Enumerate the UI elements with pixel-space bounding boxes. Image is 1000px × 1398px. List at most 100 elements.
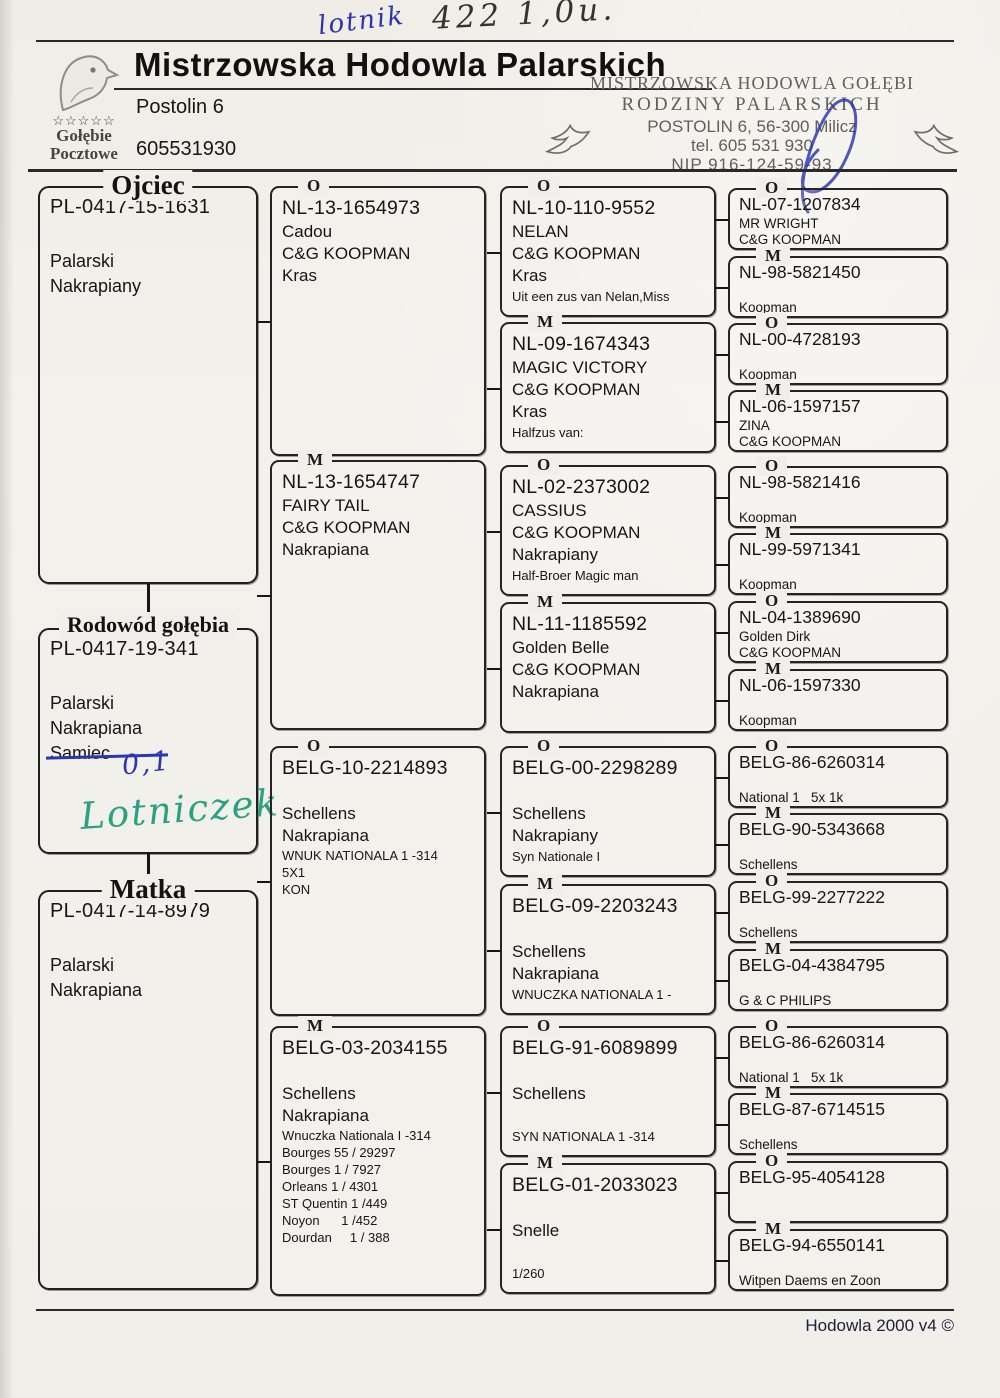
struck-word: Samiec xyxy=(50,741,110,766)
box-line: Schellens xyxy=(512,804,586,823)
box-line xyxy=(739,351,937,367)
ring-number: BELG-94-6550141 xyxy=(739,1235,885,1255)
sex-label: O xyxy=(298,736,330,756)
ring-number: NL-98-5821416 xyxy=(739,472,861,492)
subject-label: Rodowód gołębia xyxy=(59,612,237,638)
footer-rule xyxy=(36,1309,954,1311)
box-line: Golden Dirk xyxy=(739,629,811,644)
box-line: Halfzus van: xyxy=(512,425,584,440)
box-line: Schellens xyxy=(512,1084,586,1103)
ring-number: BELG-04-4384795 xyxy=(739,955,885,975)
logo-text-line1: Gołębie xyxy=(56,126,112,145)
sex-label: O xyxy=(756,1016,788,1036)
box-line: ST Quentin 1 /449 xyxy=(282,1196,388,1211)
pedigree-box-g4-15: O BELG-95-4054128 xyxy=(715,1151,948,1223)
box-line: Orleans 1 / 4301 xyxy=(282,1179,379,1194)
sex-label: O xyxy=(756,736,788,756)
subject-box: Rodowód gołębia PL-0417-19-341 Palarski … xyxy=(38,612,281,854)
software-credit: Hodowla 2000 v4 © xyxy=(805,1316,954,1335)
logo-text-line2: Pocztowe xyxy=(50,144,118,163)
ring-number: BELG-90-5343668 xyxy=(739,819,885,839)
sex-label: M xyxy=(756,939,791,959)
handwriting-green-note: Lotniczek xyxy=(78,781,282,838)
box-line xyxy=(739,841,937,857)
pedigree-box-g4-5: O NL-98-5821416 Koopman xyxy=(715,456,948,528)
box-line xyxy=(739,284,937,300)
box-line: Nakrapiana xyxy=(50,718,143,738)
sex-label: O xyxy=(756,456,788,476)
box-line: C&G KOOPMAN xyxy=(282,244,411,263)
dove-icon xyxy=(544,123,591,154)
pedigree-box-g3-3: O NL-02-2373002 CASSIUS C&G KOOPMAN Nakrapia… xyxy=(487,455,716,596)
ring-number: NL-13-1654747 xyxy=(282,471,421,493)
box-line: Cadou xyxy=(282,222,333,241)
stamp-line-3: POSTOLIN 6, 56-300 Milicz xyxy=(647,116,857,136)
box-line: Nakrapiana xyxy=(512,964,599,983)
dove-icon xyxy=(913,123,960,154)
box-line: Schellens xyxy=(282,1084,356,1103)
ring-number: NL-98-5821450 xyxy=(739,262,861,282)
ring-number: NL-06-1597330 xyxy=(739,675,861,695)
box-line xyxy=(512,1242,704,1264)
pedigree-box-g3-7: O BELG-91-6089899 Schellens SYN NATIONALA 1… xyxy=(487,1016,716,1157)
box-line: Nakrapiana xyxy=(512,682,599,701)
box-line: FAIRY TAIL xyxy=(282,496,370,515)
ring-number: NL-00-4728193 xyxy=(739,329,861,349)
ring-number: BELG-99-2277222 xyxy=(739,887,885,907)
box-line xyxy=(739,697,937,713)
ring-number: NL-02-2373002 xyxy=(512,476,651,498)
ring-number: PL-0417-15-1631 xyxy=(50,196,211,218)
box-line: Uit een zus van Nelan,Miss xyxy=(512,289,670,304)
box-line xyxy=(739,774,937,790)
pedigree-box-g4-4: M NL-06-1597157 ZINA C&G KOOPMAN xyxy=(715,380,948,452)
box-line: Kras xyxy=(282,266,317,285)
box-line: Palarski xyxy=(50,955,115,975)
box-line: Samiec xyxy=(50,741,246,766)
box-line: Schellens xyxy=(282,804,356,823)
box-line: Wnuczka Nationala I -314 xyxy=(282,1128,431,1143)
box-line: Nakrapiana xyxy=(282,1106,369,1125)
pedigree-box-g4-16: M BELG-94-6550141 Witpen Daems en Zoon xyxy=(715,1219,948,1291)
box-line xyxy=(739,1121,937,1137)
box-line xyxy=(512,781,704,803)
handwriting-sex-count: 0,1 xyxy=(120,745,173,782)
sex-label: O xyxy=(756,178,788,198)
connector-line xyxy=(147,852,150,892)
ring-number: NL-11-1185592 xyxy=(512,613,648,635)
box-line: Golden Belle xyxy=(512,638,610,657)
sex-label: M xyxy=(528,312,563,332)
ring-number: NL-07-1207834 xyxy=(739,194,861,214)
box-line: 5X1 xyxy=(282,865,306,880)
pedigree-box-g4-14: M BELG-87-6714515 Schellens xyxy=(715,1083,948,1155)
box-line: Nakrapiana xyxy=(282,826,369,845)
logo-stars: ☆☆☆☆☆ xyxy=(52,113,116,128)
pedigree-box-g4-9: O BELG-86-6260314 National 1 5x 1k xyxy=(715,736,948,808)
sex-label: O xyxy=(756,591,788,611)
box-line: Nakrapiana xyxy=(282,540,369,559)
ring-number: NL-09-1674343 xyxy=(512,333,651,355)
box-line: C&G KOOPMAN xyxy=(739,645,842,660)
box-line: National 1 5x 1k xyxy=(739,790,844,805)
box-line: Snelle xyxy=(512,1221,560,1240)
box-line: Kras xyxy=(512,402,547,421)
ring-number: BELG-86-6260314 xyxy=(739,1032,885,1052)
box-line: Dourdan 1 / 388 xyxy=(282,1230,390,1245)
box-line: WNUK NATIONALA 1 -314 xyxy=(282,848,438,863)
box-line xyxy=(739,1257,937,1273)
sex-label: M xyxy=(298,450,333,470)
box-line xyxy=(282,781,474,803)
pedigree-box-g3-6: M BELG-09-2203243 Schellens Nakrapiana WNUCZ… xyxy=(487,874,716,1015)
breeder-address: Postolin 6 xyxy=(136,96,224,118)
box-line: Palarski xyxy=(50,251,115,271)
pedigree-box-g3-1: O NL-10-110-9552 NELAN C&G KOOPMAN Kras Uit e… xyxy=(487,176,716,317)
page-title: Mistrzowska Hodowla Palarskich xyxy=(134,46,667,83)
sex-label: O xyxy=(756,1151,788,1171)
box-line: C&G KOOPMAN xyxy=(512,380,641,399)
pedigree-box-g3-4: M NL-11-1185592 Golden Belle C&G KOOPMAN Nak… xyxy=(487,592,716,733)
box-line xyxy=(739,909,937,925)
box-line xyxy=(512,1061,704,1083)
pigeon-head-icon xyxy=(59,55,120,112)
pedigree-box-g4-12: M BELG-04-4384795 G & C PHILIPS xyxy=(715,939,948,1011)
box-line: Witpen Daems en Zoon xyxy=(739,1273,881,1288)
